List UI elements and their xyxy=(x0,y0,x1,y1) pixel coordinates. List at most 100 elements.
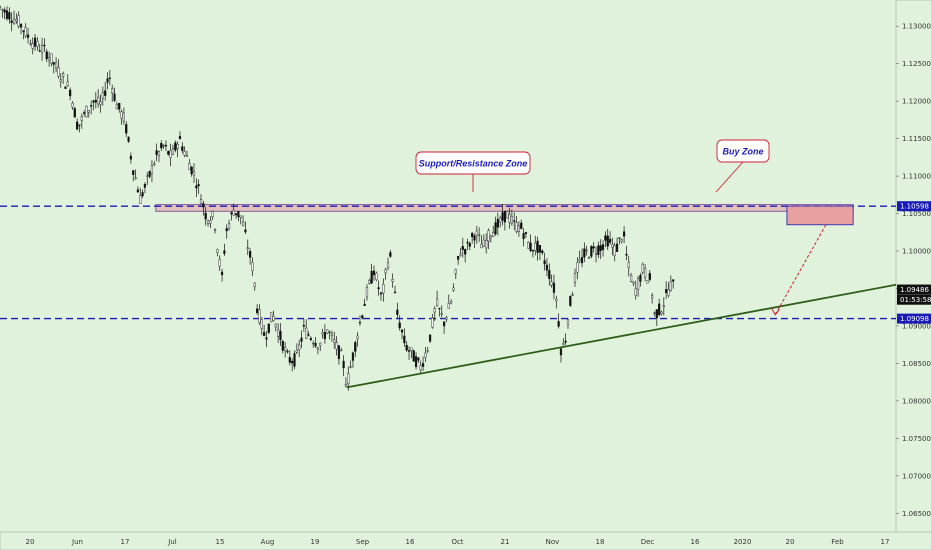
candle-body xyxy=(314,342,317,347)
candle-body xyxy=(552,282,556,293)
candle-body xyxy=(335,342,338,350)
candle-body xyxy=(169,150,172,159)
candle-body xyxy=(569,296,572,306)
support-resistance-callout-text: Support/Resistance Zone xyxy=(419,159,528,169)
candle-body xyxy=(646,280,649,284)
candle-body xyxy=(480,243,483,249)
candle-body xyxy=(19,24,23,28)
x-tick-label: 15 xyxy=(216,538,225,546)
candle-body xyxy=(181,146,184,151)
y-tick-label: 1.10500 xyxy=(902,210,931,218)
candle-body xyxy=(90,105,93,107)
candle-body xyxy=(78,124,81,126)
trendline xyxy=(346,283,897,389)
candle-body xyxy=(323,332,326,340)
candle-body xyxy=(319,342,322,346)
candle-body xyxy=(115,104,118,110)
candle-body xyxy=(414,356,418,368)
candle-body xyxy=(452,287,455,291)
candle-body xyxy=(202,203,205,208)
x-tick-label: 17 xyxy=(121,538,130,546)
candle-body xyxy=(47,57,51,61)
candle-body xyxy=(405,345,408,351)
candle-body xyxy=(372,270,376,276)
candle-body xyxy=(361,315,364,319)
candle-body xyxy=(174,142,177,151)
plot-area xyxy=(0,0,896,532)
candle-body xyxy=(583,248,586,258)
candle-body xyxy=(307,334,310,336)
candle-body xyxy=(382,283,385,294)
candle-body xyxy=(220,271,224,276)
candle-body xyxy=(541,250,544,254)
candle-body xyxy=(566,319,570,325)
candle-body xyxy=(111,88,114,94)
y-tick-label: 1.11000 xyxy=(902,173,931,181)
candle-body xyxy=(435,298,439,306)
candle-body xyxy=(141,192,144,197)
price-tag-label: 1.10598 xyxy=(900,203,929,211)
candle-body xyxy=(508,214,511,223)
candle-body xyxy=(5,10,9,19)
candle-body xyxy=(379,292,383,295)
candle-body xyxy=(97,96,100,105)
candle-body xyxy=(450,301,453,304)
candle-body xyxy=(421,363,425,367)
candle-body xyxy=(403,335,406,344)
support-resistance-callout: Support/Resistance Zone xyxy=(415,151,531,192)
candle-body xyxy=(26,34,30,38)
candle-body xyxy=(349,366,352,368)
candle-body xyxy=(669,281,672,291)
candle-body xyxy=(213,229,217,231)
candle-body xyxy=(272,315,275,321)
candle-body xyxy=(615,243,619,252)
candle-body xyxy=(457,256,460,260)
candle-body xyxy=(585,249,588,252)
candle-body xyxy=(412,350,415,362)
y-tick-label: 1.10000 xyxy=(902,248,931,256)
candle-body xyxy=(199,199,203,204)
candle-body xyxy=(475,230,478,236)
candle-body xyxy=(29,43,32,46)
candle-body xyxy=(94,99,97,103)
candle-body xyxy=(461,246,464,250)
candle-body xyxy=(534,242,537,251)
candle-body xyxy=(503,210,506,223)
candles xyxy=(0,5,675,391)
candle-body xyxy=(592,246,595,249)
candle-body xyxy=(148,171,151,177)
candle-body xyxy=(496,218,499,228)
candle-body xyxy=(22,30,25,32)
candle-body xyxy=(122,112,125,122)
candle-body xyxy=(15,19,18,22)
candle-body xyxy=(354,342,357,352)
candle-body xyxy=(157,151,161,157)
candle-body xyxy=(351,352,355,361)
candle-body xyxy=(31,43,34,49)
y-tick-label: 1.12000 xyxy=(902,98,931,106)
candle-body xyxy=(265,337,268,340)
candle-body xyxy=(305,327,308,339)
candle-body xyxy=(260,318,263,329)
candle-body xyxy=(368,280,371,284)
y-tick-label: 1.09000 xyxy=(902,322,931,330)
candle-body xyxy=(52,62,55,65)
candle-body xyxy=(550,281,553,286)
buy-zone-callout-pointer xyxy=(715,161,744,193)
candle-body xyxy=(263,332,266,336)
candle-body xyxy=(291,360,294,364)
candle-body xyxy=(651,295,654,299)
candle-body xyxy=(363,303,366,307)
candle-body xyxy=(244,229,247,233)
candle-body xyxy=(45,51,48,60)
x-tick-label: 20 xyxy=(786,538,795,546)
candle-body xyxy=(454,269,457,274)
candle-body xyxy=(375,272,378,280)
candle-body xyxy=(424,352,427,358)
x-tick-label: Aug xyxy=(261,538,275,546)
candle-body xyxy=(146,175,149,177)
x-tick-label: 17 xyxy=(881,538,890,546)
candle-body xyxy=(108,77,111,79)
